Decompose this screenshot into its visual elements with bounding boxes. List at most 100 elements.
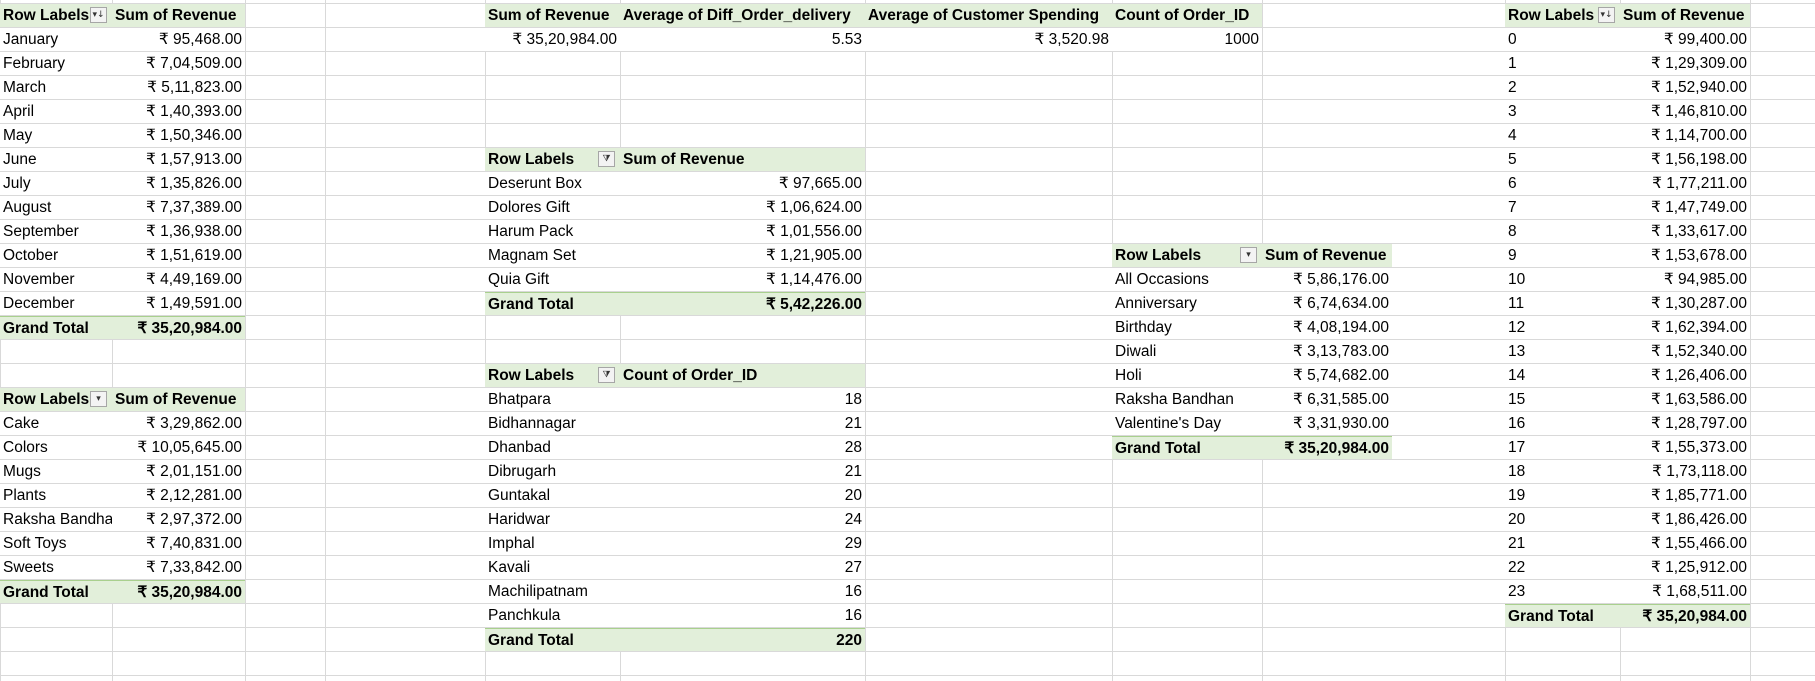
pivot-row-value[interactable]: ₹ 1,86,426.00: [1620, 508, 1750, 531]
pivot-row-value[interactable]: ₹ 1,29,309.00: [1620, 52, 1750, 75]
pivot-row-value[interactable]: 20: [620, 484, 865, 507]
pivot-row-value[interactable]: ₹ 1,63,586.00: [1620, 388, 1750, 411]
pivot-row-label[interactable]: Quia Gift: [485, 268, 620, 291]
pivot-row-label[interactable]: Soft Toys: [0, 532, 112, 555]
pivot-row-value[interactable]: ₹ 1,01,556.00: [620, 220, 865, 243]
pivot-row-value[interactable]: ₹ 1,25,912.00: [1620, 556, 1750, 579]
pivot-row-value[interactable]: ₹ 7,33,842.00: [112, 556, 245, 579]
pivot-row-label[interactable]: February: [0, 52, 112, 75]
kpi-value[interactable]: 5.53: [620, 28, 865, 51]
pivot-row-label[interactable]: July: [0, 172, 112, 195]
pivot-row-label[interactable]: 5: [1505, 148, 1620, 171]
pivot-row-value[interactable]: ₹ 5,86,176.00: [1262, 268, 1392, 291]
pivot-row-value[interactable]: ₹ 3,13,783.00: [1262, 340, 1392, 363]
pivot-row-value[interactable]: ₹ 1,14,700.00: [1620, 124, 1750, 147]
pivot-row-value[interactable]: ₹ 1,33,617.00: [1620, 220, 1750, 243]
pivot-row-value[interactable]: 16: [620, 604, 865, 627]
pivot-row-value[interactable]: ₹ 2,12,281.00: [112, 484, 245, 507]
pivot-row-value[interactable]: ₹ 1,47,749.00: [1620, 196, 1750, 219]
pivot-row-value[interactable]: ₹ 2,01,151.00: [112, 460, 245, 483]
pivot-row-label[interactable]: 7: [1505, 196, 1620, 219]
filter-icon[interactable]: ⧩: [598, 151, 615, 167]
pivot-row-value[interactable]: ₹ 5,11,823.00: [112, 76, 245, 99]
sort-descending-icon[interactable]: ▾↓: [1598, 7, 1615, 23]
pivot-row-label[interactable]: 21: [1505, 532, 1620, 555]
pivot-row-label[interactable]: 3: [1505, 100, 1620, 123]
pivot-row-label[interactable]: 8: [1505, 220, 1620, 243]
pivot-row-label[interactable]: 23: [1505, 580, 1620, 603]
pivot-row-label[interactable]: 18: [1505, 460, 1620, 483]
pivot-row-value[interactable]: ₹ 1,50,346.00: [112, 124, 245, 147]
pivot-row-label[interactable]: 6: [1505, 172, 1620, 195]
pivot-row-label[interactable]: 17: [1505, 436, 1620, 459]
pivot-row-value[interactable]: 21: [620, 412, 865, 435]
pivot-row-value[interactable]: ₹ 3,29,862.00: [112, 412, 245, 435]
pivot-row-value[interactable]: ₹ 1,49,591.00: [112, 292, 245, 315]
pivot-row-label[interactable]: December: [0, 292, 112, 315]
pivot-row-value[interactable]: ₹ 1,57,913.00: [112, 148, 245, 171]
pivot-row-value[interactable]: ₹ 7,37,389.00: [112, 196, 245, 219]
pivot-row-value[interactable]: ₹ 1,28,797.00: [1620, 412, 1750, 435]
pivot-row-value[interactable]: ₹ 2,97,372.00: [112, 508, 245, 531]
pivot-row-label[interactable]: 12: [1505, 316, 1620, 339]
pivot-row-label[interactable]: Haridwar: [485, 508, 620, 531]
kpi-value[interactable]: 1000: [1112, 28, 1262, 51]
pivot-row-value[interactable]: 27: [620, 556, 865, 579]
pivot-row-label[interactable]: 16: [1505, 412, 1620, 435]
pivot-row-value[interactable]: ₹ 6,31,585.00: [1262, 388, 1392, 411]
pivot-row-value[interactable]: ₹ 5,74,682.00: [1262, 364, 1392, 387]
pivot-row-value[interactable]: ₹ 99,400.00: [1620, 28, 1750, 51]
pivot-row-label[interactable]: Raksha Bandhan: [1112, 388, 1262, 411]
pivot-row-label[interactable]: June: [0, 148, 112, 171]
kpi-value[interactable]: ₹ 3,520.98: [865, 28, 1112, 51]
pivot-row-label[interactable]: August: [0, 196, 112, 219]
pivot-row-label[interactable]: September: [0, 220, 112, 243]
pivot-row-label[interactable]: Sweets: [0, 556, 112, 579]
pivot-row-label[interactable]: March: [0, 76, 112, 99]
pivot-row-label[interactable]: May: [0, 124, 112, 147]
pivot-row-value[interactable]: ₹ 6,74,634.00: [1262, 292, 1392, 315]
pivot-row-value[interactable]: ₹ 1,36,938.00: [112, 220, 245, 243]
pivot-row-label[interactable]: All Occasions: [1112, 268, 1262, 291]
pivot-row-label[interactable]: October: [0, 244, 112, 267]
pivot-row-value[interactable]: 28: [620, 436, 865, 459]
pivot-row-value[interactable]: ₹ 1,68,511.00: [1620, 580, 1750, 603]
pivot-row-value[interactable]: ₹ 1,62,394.00: [1620, 316, 1750, 339]
sort-descending-icon[interactable]: ▾↓: [90, 7, 107, 23]
pivot-row-label[interactable]: Bhatpara: [485, 388, 620, 411]
dropdown-icon[interactable]: ▾: [1240, 247, 1257, 263]
pivot-row-label[interactable]: 4: [1505, 124, 1620, 147]
pivot-row-value[interactable]: ₹ 4,49,169.00: [112, 268, 245, 291]
pivot-row-label[interactable]: Dolores Gift: [485, 196, 620, 219]
pivot-row-label[interactable]: Deserunt Box: [485, 172, 620, 195]
pivot-row-label[interactable]: Raksha Bandha: [0, 508, 112, 531]
pivot-row-label[interactable]: Cake: [0, 412, 112, 435]
pivot-row-label[interactable]: 20: [1505, 508, 1620, 531]
pivot-row-value[interactable]: ₹ 10,05,645.00: [112, 436, 245, 459]
pivot-row-label[interactable]: Harum Pack: [485, 220, 620, 243]
pivot-row-value[interactable]: ₹ 1,26,406.00: [1620, 364, 1750, 387]
pivot-row-value[interactable]: ₹ 1,85,771.00: [1620, 484, 1750, 507]
pivot-row-value[interactable]: ₹ 1,52,940.00: [1620, 76, 1750, 99]
pivot-row-value[interactable]: ₹ 1,30,287.00: [1620, 292, 1750, 315]
pivot-row-value[interactable]: ₹ 1,55,373.00: [1620, 436, 1750, 459]
pivot-row-label[interactable]: Plants: [0, 484, 112, 507]
pivot-row-label[interactable]: Birthday: [1112, 316, 1262, 339]
pivot-row-label[interactable]: 19: [1505, 484, 1620, 507]
pivot-row-label[interactable]: Bidhannagar: [485, 412, 620, 435]
pivot-row-value[interactable]: 29: [620, 532, 865, 555]
filter-icon[interactable]: ⧩: [598, 367, 615, 383]
pivot-row-value[interactable]: ₹ 1,06,624.00: [620, 196, 865, 219]
pivot-row-value[interactable]: 21: [620, 460, 865, 483]
pivot-row-label[interactable]: Holi: [1112, 364, 1262, 387]
pivot-row-value[interactable]: ₹ 4,08,194.00: [1262, 316, 1392, 339]
pivot-row-label[interactable]: 22: [1505, 556, 1620, 579]
pivot-row-label[interactable]: 13: [1505, 340, 1620, 363]
pivot-row-value[interactable]: ₹ 94,985.00: [1620, 268, 1750, 291]
pivot-row-label[interactable]: Guntakal: [485, 484, 620, 507]
pivot-row-label[interactable]: 2: [1505, 76, 1620, 99]
pivot-row-label[interactable]: 0: [1505, 28, 1620, 51]
pivot-row-value[interactable]: ₹ 1,73,118.00: [1620, 460, 1750, 483]
pivot-row-value[interactable]: ₹ 1,56,198.00: [1620, 148, 1750, 171]
pivot-row-value[interactable]: ₹ 1,46,810.00: [1620, 100, 1750, 123]
